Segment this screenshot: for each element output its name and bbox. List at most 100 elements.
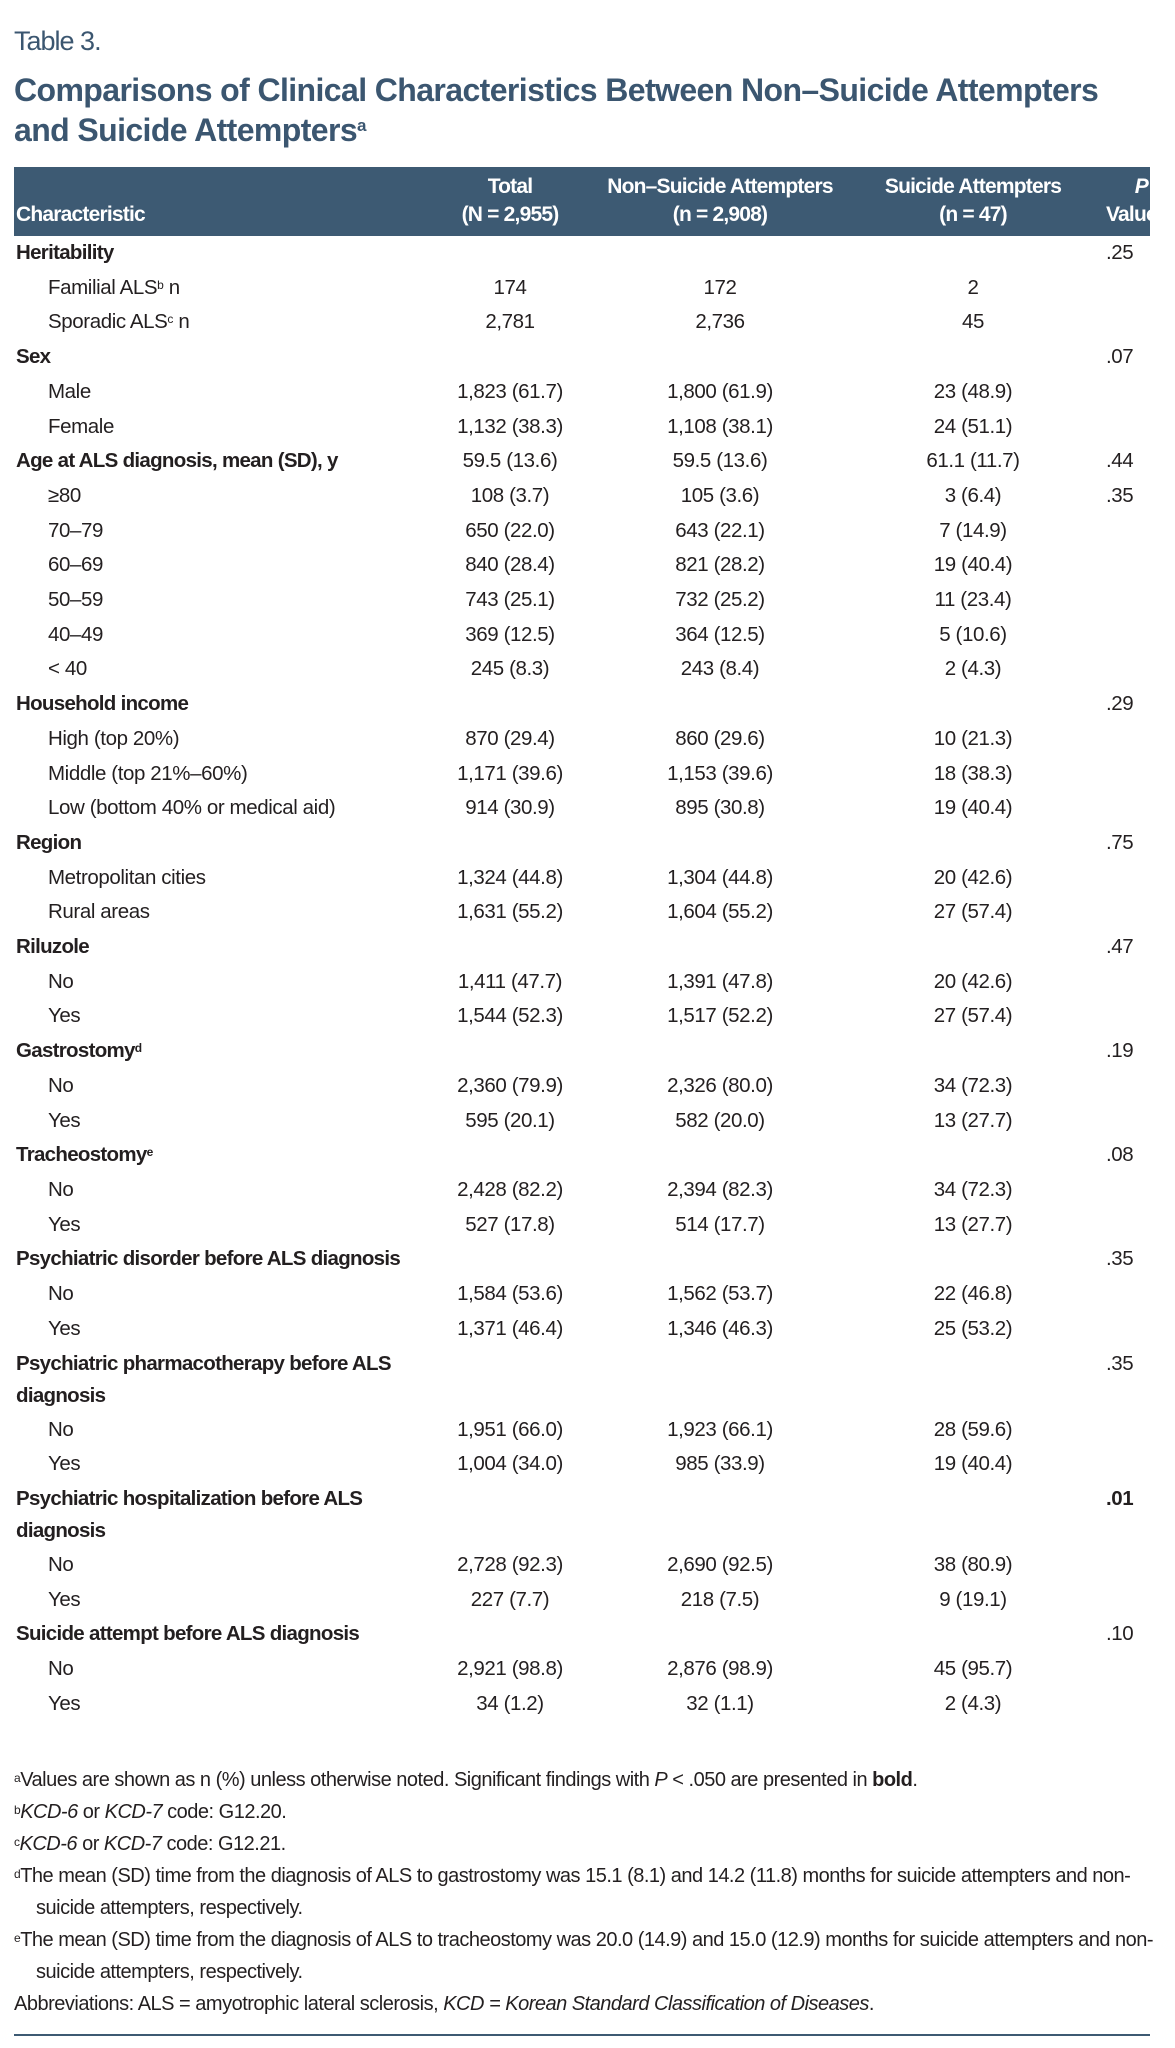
footnote-text: bold	[872, 1769, 913, 1791]
row-label: 40–49	[14, 618, 420, 653]
header-characteristic: Characteristic	[14, 167, 420, 236]
row-label: 70–79	[14, 514, 420, 549]
cell-total: 840 (28.4)	[465, 553, 555, 577]
row-label: Yes	[14, 1104, 420, 1139]
row-label-text: Age at ALS diagnosis, mean (SD), y	[16, 449, 338, 473]
footnote-text: The mean (SD) time from the diagnosis of…	[20, 1929, 1154, 1983]
cell-total: 174	[493, 275, 527, 299]
footnote-text: KCD-7	[104, 1801, 163, 1823]
cell-non-suicide	[600, 1242, 840, 1277]
row-label: Region	[14, 826, 420, 861]
cell-p-value: .07	[1106, 345, 1134, 369]
table-title: Comparisons of Clinical Characteristics …	[14, 70, 1154, 150]
cell-non-suicide: 860 (29.6)	[675, 726, 765, 750]
row-label-text: Psychiatric hospitalization before ALS d…	[16, 1486, 363, 1542]
cell-p-value	[1106, 375, 1150, 410]
cell-p-value	[1106, 1104, 1150, 1139]
cell-total: 743 (25.1)	[465, 588, 555, 612]
table-row: 60–69 840 (28.4) 821 (28.2) 19 (40.4)	[14, 548, 1150, 583]
cell-suicide: 2	[967, 275, 979, 299]
bottom-rule	[14, 2034, 1150, 2036]
footnote-mark: e	[14, 1931, 21, 1945]
cell-p-value	[1106, 791, 1150, 826]
header-non-suicide: Non–Suicide Attempters (n = 2,908)	[600, 167, 840, 236]
table-section-row: Psychiatric disorder before ALS diagnosi…	[14, 1242, 1150, 1277]
cell-non-suicide: 105 (3.6)	[680, 483, 760, 507]
cell-non-suicide: 2,326 (80.0)	[667, 1073, 773, 1097]
row-label-text: No	[48, 969, 74, 993]
table-section-row: Suicide attempt before ALS diagnosis .10	[14, 1617, 1150, 1652]
row-label-text: No	[48, 1073, 74, 1097]
row-label-suffix: n	[163, 275, 180, 299]
cell-p-value	[1106, 1312, 1150, 1347]
clinical-characteristics-table: Characteristic Total (N = 2,955) Non–Suic…	[14, 167, 1158, 1722]
cell-suicide: 24 (51.1)	[933, 414, 1013, 438]
row-label: Yes	[14, 1447, 420, 1482]
cell-suicide: 20 (42.6)	[933, 865, 1013, 889]
cell-total	[420, 1138, 600, 1173]
row-label-text: No	[48, 1552, 74, 1576]
cell-suicide: 28 (59.6)	[933, 1417, 1013, 1441]
footnote-text: P	[654, 1769, 668, 1791]
row-label-text: Sporadic ALS	[48, 310, 168, 334]
cell-suicide: 19 (40.4)	[933, 553, 1013, 577]
cell-non-suicide	[600, 1617, 840, 1652]
footnote-text: The mean (SD) time from the diagnosis of…	[20, 1865, 1131, 1919]
cell-non-suicide	[600, 340, 840, 375]
cell-non-suicide	[600, 1034, 840, 1069]
cell-p-value	[1106, 999, 1150, 1034]
cell-suicide	[840, 826, 1106, 861]
abbreviations-text: .	[868, 1993, 875, 2015]
row-label: Sex	[14, 340, 420, 375]
cell-non-suicide: 1,923 (66.1)	[667, 1417, 773, 1441]
cell-non-suicide: 895 (30.8)	[675, 796, 765, 820]
row-label: Female	[14, 410, 420, 445]
cell-non-suicide: 582 (20.0)	[675, 1108, 765, 1132]
cell-suicide: 13 (27.7)	[933, 1212, 1013, 1236]
cell-total: 1,371 (46.4)	[457, 1316, 563, 1340]
row-label-text: Yes	[48, 1587, 81, 1611]
cell-total: 1,951 (66.0)	[457, 1417, 563, 1441]
cell-non-suicide	[600, 930, 840, 965]
cell-suicide: 3 (6.4)	[944, 483, 1002, 507]
row-label: Yes	[14, 1687, 420, 1722]
table-row: High (top 20%) 870 (29.4) 860 (29.6) 10 (21…	[14, 722, 1150, 757]
footnote-text: code: G12.20.	[162, 1801, 287, 1823]
cell-p-value	[1106, 652, 1150, 687]
row-label: ≥80	[14, 479, 420, 514]
cell-total: 369 (12.5)	[465, 622, 555, 646]
cell-total: 1,584 (53.6)	[457, 1282, 563, 1306]
cell-total	[420, 930, 600, 965]
cell-non-suicide	[600, 1138, 840, 1173]
cell-non-suicide: 1,304 (44.8)	[667, 865, 773, 889]
cell-p-value	[1106, 1652, 1150, 1687]
row-label: No	[14, 1069, 420, 1104]
cell-suicide: 7 (14.9)	[939, 518, 1007, 542]
cell-non-suicide: 2,736	[695, 310, 745, 334]
cell-total	[420, 687, 600, 722]
footnote-mark: c	[167, 312, 174, 327]
cell-non-suicide: 172	[703, 275, 737, 299]
table-row: Yes 34 (1.2) 32 (1.1) 2 (4.3)	[14, 1687, 1150, 1722]
cell-non-suicide: 1,108 (38.1)	[667, 414, 773, 438]
header-total-n: (N = 2,955)	[461, 203, 560, 226]
row-label: No	[14, 965, 420, 1000]
row-label-text: Sex	[16, 345, 51, 369]
cell-p-value	[1106, 861, 1150, 896]
cell-p-value	[1106, 1687, 1150, 1722]
footnote-mark: d	[14, 1867, 21, 1881]
footnote-text: or	[77, 1833, 104, 1855]
title-footnote-mark: a	[357, 116, 366, 135]
cell-non-suicide: 2,394 (82.3)	[667, 1177, 773, 1201]
table-row: No 2,360 (79.9) 2,326 (80.0) 34 (72.3)	[14, 1069, 1150, 1104]
cell-total	[420, 1034, 600, 1069]
footnote-b: bKCD-6 or KCD-7 code: G12.20.	[14, 1796, 1164, 1828]
footnote-mark: b	[157, 277, 164, 292]
cell-non-suicide: 2,690 (92.5)	[667, 1552, 773, 1576]
row-label: Psychiatric hospitalization before ALS d…	[14, 1482, 420, 1548]
footnote-mark: c	[14, 1835, 20, 1849]
cell-p-value	[1106, 618, 1150, 653]
cell-non-suicide	[600, 687, 840, 722]
cell-suicide: 2 (4.3)	[944, 657, 1002, 681]
row-label-text: Region	[16, 830, 82, 854]
